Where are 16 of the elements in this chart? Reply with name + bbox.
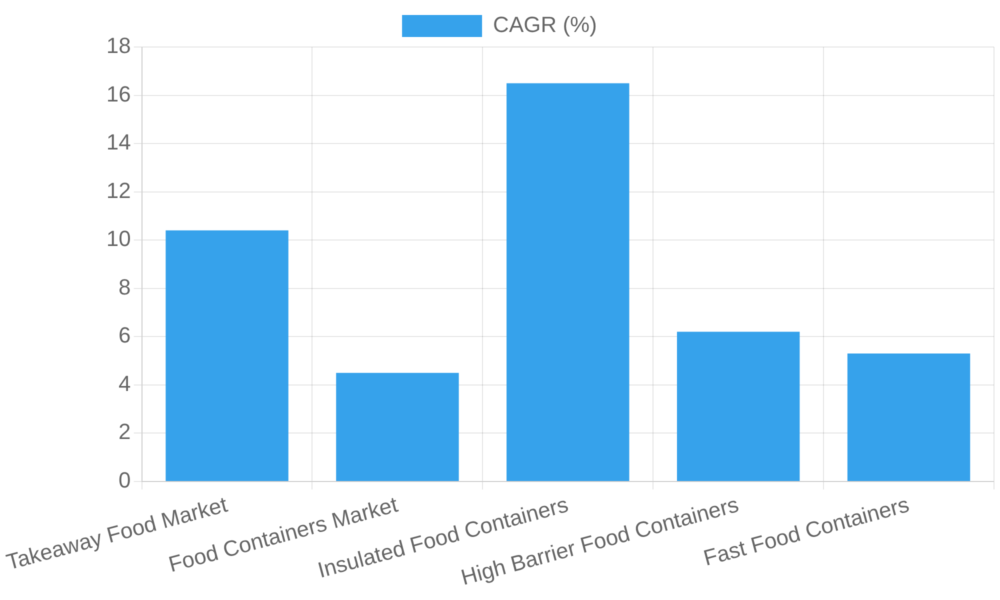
bar — [676, 332, 800, 481]
y-tick-label: 18 — [106, 33, 131, 58]
y-tick-label: 16 — [106, 81, 131, 106]
y-tick-label: 14 — [106, 130, 131, 155]
legend-label: CAGR (%) — [493, 12, 597, 38]
bar — [506, 83, 630, 481]
y-tick-label: 8 — [118, 274, 131, 300]
y-tick-label: 10 — [106, 226, 131, 252]
y-tick-label: 12 — [106, 178, 131, 203]
y-tick-label: 6 — [118, 322, 131, 348]
bar — [847, 354, 970, 481]
y-tick-label: 4 — [118, 370, 131, 396]
bar — [336, 372, 459, 481]
y-tick-label: 2 — [118, 419, 131, 444]
y-tick-label: 0 — [118, 468, 131, 493]
bar — [166, 230, 288, 481]
